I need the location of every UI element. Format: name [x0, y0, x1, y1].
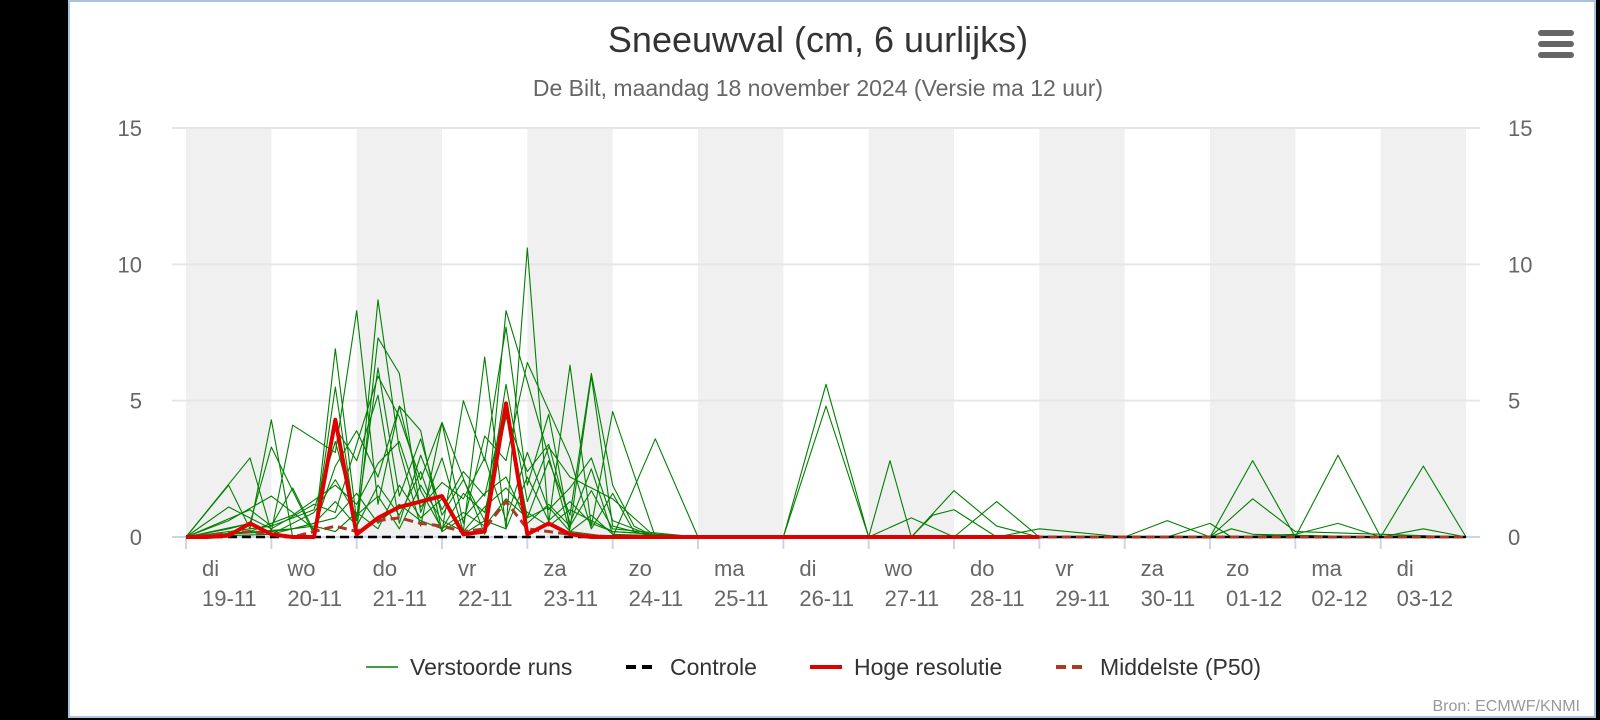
x-tick-weekday: wo [884, 556, 913, 581]
x-tick-date: 23-11 [543, 586, 598, 611]
legend-label-perturbed[interactable]: Verstoorde runs [410, 654, 572, 680]
x-tick-date: 21-11 [373, 586, 428, 611]
x-tick-weekday: do [373, 556, 397, 581]
day-band [527, 128, 613, 537]
x-tick-weekday: za [543, 556, 567, 581]
x-tick-date: 20-11 [287, 586, 342, 611]
y-tick-label: 0 [130, 525, 142, 550]
x-tick-weekday: do [970, 556, 994, 581]
snowfall-chart: 0 5 10 15 0 5 10 15 di 19-11 wo 20-11 do 21-11 vr 22-… [118, 19, 1580, 715]
y-tick-label: 5 [130, 389, 142, 414]
legend-label-control[interactable]: Controle [670, 654, 757, 680]
y-tick-label: 15 [1508, 116, 1532, 141]
legend-label-median[interactable]: Middelste (P50) [1100, 654, 1261, 680]
legend-label-high-res[interactable]: Hoge resolutie [854, 654, 1002, 680]
series-line-high-res[interactable] [186, 401, 1040, 539]
series-lines [185, 247, 1467, 539]
x-tick-weekday: wo [286, 556, 315, 581]
x-tick-weekday: vr [1055, 556, 1073, 581]
x-tick-date: 01-12 [1226, 586, 1282, 611]
x-tick-date: 28-11 [970, 586, 1025, 611]
x-tick-weekday: di [1397, 556, 1414, 581]
day-bands [186, 128, 1466, 537]
x-tick-date: 19-11 [202, 586, 257, 611]
x-tick-date: 29-11 [1055, 586, 1110, 611]
legend: Verstoorde runs Controle Hoge resolutie Mid… [366, 654, 1261, 680]
x-tick-date: 24-11 [629, 586, 684, 611]
chart-title: Sneeuwval (cm, 6 uurlijks) [608, 19, 1028, 60]
x-tick-weekday: vr [458, 556, 476, 581]
x-tick-weekday: zo [1226, 556, 1249, 581]
day-band [1039, 128, 1125, 537]
x-tick-date: 03-12 [1397, 586, 1453, 611]
y-tick-label: 15 [118, 116, 142, 141]
x-axis: di 19-11 wo 20-11 do 21-11 vr 22-11 za 23-11 zo 24-… [185, 537, 1453, 611]
x-tick-weekday: di [799, 556, 816, 581]
x-tick-date: 30-11 [1141, 586, 1196, 611]
day-band [186, 128, 272, 537]
x-tick-date: 02-12 [1311, 586, 1367, 611]
x-tick-weekday: ma [714, 556, 745, 581]
y-tick-label: 10 [118, 252, 142, 277]
x-tick-date: 27-11 [885, 586, 940, 611]
hamburger-menu-icon[interactable] [1538, 30, 1574, 62]
day-band [356, 128, 442, 537]
series-line-perturbed[interactable] [185, 471, 1466, 538]
y-axis-right: 0 5 10 15 [1508, 116, 1532, 550]
day-band [1380, 128, 1466, 537]
day-band [1210, 128, 1296, 537]
series-line-perturbed[interactable] [185, 299, 1467, 538]
day-band [698, 128, 784, 537]
x-tick-date: 26-11 [799, 586, 854, 611]
y-tick-label: 5 [1508, 389, 1520, 414]
series-line-perturbed[interactable] [185, 492, 1466, 538]
chart-subtitle: De Bilt, maandag 18 november 2024 (Versi… [533, 75, 1103, 101]
x-tick-date: 22-11 [458, 586, 513, 611]
y-tick-label: 10 [1508, 252, 1532, 277]
x-tick-date: 25-11 [714, 586, 769, 611]
y-tick-label: 0 [1508, 525, 1520, 550]
x-tick-weekday: zo [629, 556, 652, 581]
x-tick-weekday: ma [1311, 556, 1342, 581]
series-line-perturbed[interactable] [185, 441, 1466, 538]
x-tick-weekday: di [202, 556, 219, 581]
chart-container: 0 5 10 15 0 5 10 15 di 19-11 wo 20-11 do 21-11 vr 22-… [68, 0, 1596, 718]
series-line-perturbed[interactable] [185, 479, 1466, 538]
day-band [868, 128, 954, 537]
x-tick-weekday: za [1141, 556, 1165, 581]
credit-text[interactable]: Bron: ECMWF/KNMI [1432, 698, 1580, 715]
y-axis-left: 0 5 10 15 [118, 116, 142, 550]
